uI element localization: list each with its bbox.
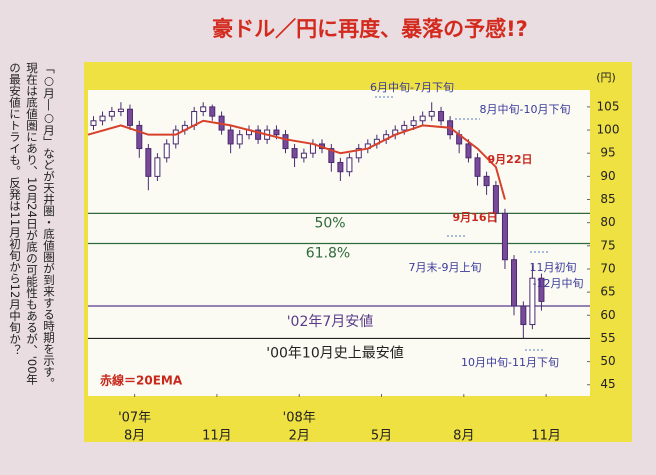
candle-body [501,212,508,261]
annotation: 7月末-9月上旬 [409,260,482,274]
y-tick-label: 60 [600,308,615,322]
candle-body [483,175,490,187]
candle-body [291,148,298,159]
candle-body [200,106,207,113]
annotation: 赤線＝20EMA [100,373,183,388]
candle-body [209,106,216,117]
candle-body [511,259,518,307]
level-label: 50% [314,215,345,231]
y-tick-label: 70 [600,261,615,275]
y-tick-label: 80 [600,215,615,229]
y-tick-label: 100 [597,123,620,137]
chart-title: 豪ドル／円に再度、暴落の予感!? [212,17,528,41]
candle-body [126,108,133,126]
candle-body [99,115,106,122]
x-tick-label: 8月 [124,429,145,444]
candle-body [328,148,335,163]
y-tick-label: 50 [600,354,615,368]
note-line: の最安値にトライも。反発は11月初旬から12月中旬か？ [8,62,22,356]
annotation: 8月中旬-10月下旬 [480,103,571,116]
candle-body [474,157,481,177]
candle-body [520,305,527,326]
y-tick-label: 90 [600,169,615,183]
candle-body [355,148,362,159]
note-line: 「○月―○月」などが天井圏・底値圏が到来する時期を示す。 [42,62,56,389]
candle-body [492,185,499,214]
x-tick-label: 2月 [289,429,310,444]
y-tick-label: 95 [600,146,615,160]
note-line: 現在は底値圏にあり、10月24日が底の可能性もあるが、'00年 [25,62,39,386]
sidebar-note: 「○月―○月」などが天井圏・底値圏が到来する時期を示す。 現在は底値圏にあり、1… [6,62,57,442]
candle-body [108,111,115,117]
candle-body [282,134,289,150]
candle-body [136,124,143,150]
level-label: 61.8% [306,246,350,262]
plot: 45 50 55 60 65 70 75 80 85 90 95 100 105 8月 11月 2月 5月 8月 1… [87,99,620,444]
y-tick-label: 55 [600,331,615,345]
candle-body [236,134,243,145]
candle-body [90,120,97,126]
candle-body [300,152,307,159]
level-label: '00年10月史上最安値 [266,345,403,361]
level-label: '02年7月安値 [287,314,374,330]
candle-body [117,108,124,113]
annotation: 11月初旬 [530,260,577,274]
candle-body [227,129,234,145]
annotation: 10月中旬-11月下旬 [461,356,559,369]
candle-body [154,157,161,177]
x-year-label: '08年 [283,411,316,426]
candle-body [145,148,152,177]
y-tick-label: 75 [600,238,615,252]
candle-body [419,115,426,122]
candle-body [410,120,417,126]
candle-body [529,277,536,326]
y-tick-label: 65 [600,285,615,299]
candle-body [163,143,170,159]
y-tick-label: 105 [597,99,620,113]
annotation: 9月16日 [453,211,498,224]
candle-body [191,111,198,126]
y-unit: (円) [596,71,616,84]
candle-body [438,111,445,122]
candle-body [428,111,435,117]
candle-body [465,143,472,159]
candle-body [273,129,280,136]
y-tick-label: 85 [600,192,615,206]
candle-body [401,124,408,131]
annotation: 6月中旬-7月下旬 [370,81,454,94]
candle-body [538,277,545,302]
annotation: -12月中旬 [533,277,584,290]
candle-body [172,129,179,145]
x-tick-label: 11月 [531,429,561,444]
candle-body [337,161,344,173]
x-tick-label: 5月 [371,429,392,444]
y-tick-label: 45 [600,377,615,391]
x-tick-label: 11月 [202,429,232,444]
x-year-label: '07年 [118,411,151,426]
ema-line [87,119,506,200]
candle-body [346,157,353,173]
candle-body [255,129,262,140]
annotation: 9月22日 [488,153,533,166]
x-tick-label: 8月 [453,429,474,444]
